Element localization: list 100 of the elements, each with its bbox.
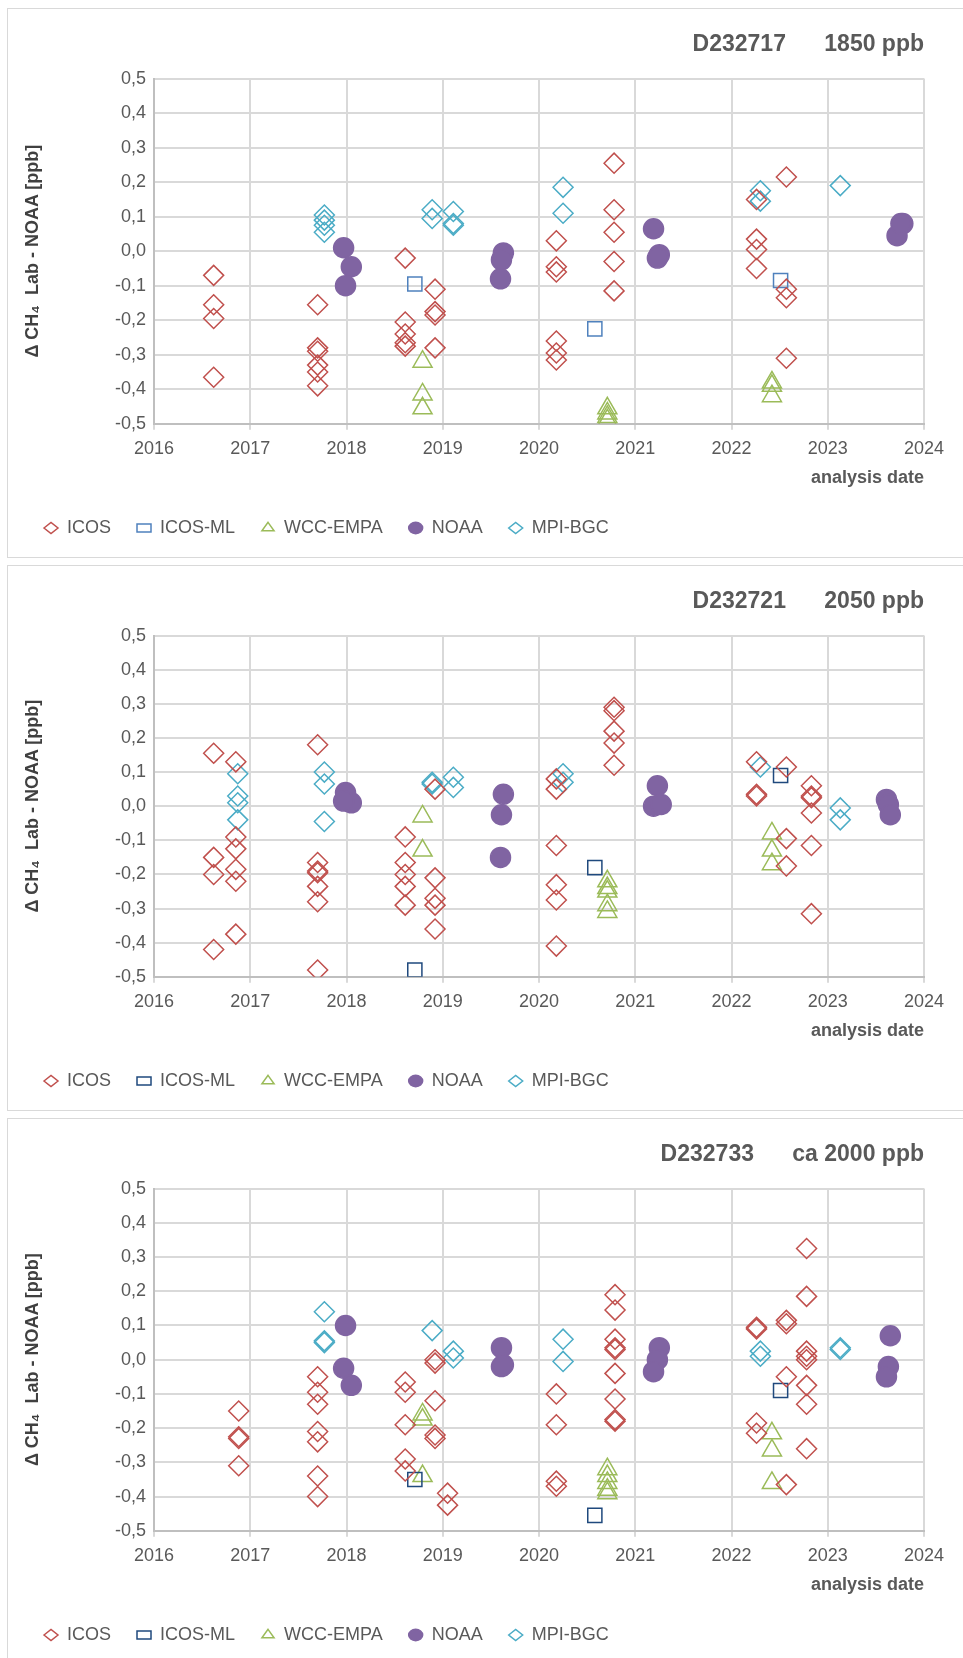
point bbox=[306, 1420, 329, 1443]
point bbox=[306, 959, 329, 977]
point bbox=[306, 734, 329, 756]
point bbox=[749, 1340, 772, 1362]
point bbox=[775, 1473, 798, 1496]
point bbox=[340, 1374, 363, 1397]
point bbox=[334, 274, 357, 297]
point bbox=[545, 778, 568, 800]
point bbox=[225, 870, 247, 893]
y-tick-label: -0,5 bbox=[114, 965, 146, 986]
x-tick-label: 2017 bbox=[230, 990, 271, 1011]
y-axis-title: Δ CH₄ Lab - NOAA [ppb] bbox=[21, 144, 42, 358]
point bbox=[775, 287, 798, 309]
point bbox=[545, 935, 568, 957]
x-tick-label: 2016 bbox=[133, 1544, 175, 1565]
point bbox=[775, 166, 798, 188]
point bbox=[394, 863, 416, 886]
legend-label: MPI-BGC bbox=[531, 1623, 609, 1644]
point bbox=[545, 261, 568, 283]
y-tick-label: 0,1 bbox=[120, 761, 146, 782]
legend-label: ICOS bbox=[67, 1623, 112, 1644]
y-tick-label: -0,3 bbox=[114, 897, 146, 918]
point bbox=[306, 361, 329, 383]
point bbox=[603, 221, 625, 243]
legend-label: MPI-BGC bbox=[531, 516, 609, 537]
point bbox=[202, 938, 225, 961]
legend-label: MPI-BGC bbox=[531, 1069, 609, 1090]
point bbox=[226, 792, 249, 814]
point bbox=[394, 1381, 416, 1403]
point bbox=[394, 1460, 416, 1482]
point bbox=[394, 1448, 416, 1470]
point bbox=[332, 237, 355, 259]
point bbox=[603, 732, 625, 754]
point bbox=[545, 1383, 568, 1405]
point bbox=[587, 321, 603, 337]
point bbox=[226, 785, 249, 807]
legend-label: NOAA bbox=[431, 516, 483, 537]
point bbox=[313, 204, 336, 226]
point bbox=[225, 923, 247, 945]
point bbox=[394, 826, 416, 848]
point bbox=[489, 268, 512, 290]
legend-label: NOAA bbox=[431, 1069, 483, 1090]
point bbox=[313, 761, 336, 783]
y-tick-label: 0,4 bbox=[120, 658, 146, 679]
y-tick-label: 0,2 bbox=[120, 726, 146, 747]
point bbox=[306, 875, 329, 898]
point bbox=[603, 199, 625, 221]
point bbox=[306, 890, 329, 913]
chart-title: D232733 ca 2000 ppb bbox=[660, 1140, 924, 1167]
point bbox=[775, 827, 798, 850]
y-tick-label: 0,5 bbox=[120, 624, 146, 645]
point bbox=[745, 1422, 768, 1445]
y-tick-label: 0,1 bbox=[120, 1314, 146, 1335]
point bbox=[421, 199, 443, 221]
y-tick-label: -0,4 bbox=[114, 378, 146, 399]
x-axis-title: analysis date bbox=[810, 1574, 924, 1595]
point bbox=[800, 834, 823, 857]
point bbox=[313, 214, 336, 237]
point bbox=[424, 867, 446, 889]
point bbox=[442, 1347, 465, 1369]
point bbox=[334, 1314, 357, 1337]
x-tick-label: 2023 bbox=[807, 990, 848, 1011]
point bbox=[545, 889, 568, 911]
x-tick-label: 2018 bbox=[326, 1544, 367, 1565]
point bbox=[225, 838, 247, 860]
y-tick-label: 0,0 bbox=[120, 1348, 146, 1369]
legend-label: ICOS-ML bbox=[160, 516, 236, 537]
point bbox=[545, 873, 568, 896]
x-tick-label: 2018 bbox=[326, 437, 367, 458]
point bbox=[745, 228, 768, 250]
point bbox=[545, 1475, 568, 1498]
point bbox=[604, 1362, 626, 1385]
x-tick-label: 2020 bbox=[518, 1544, 560, 1565]
point bbox=[749, 1345, 772, 1368]
legend-label: NOAA bbox=[431, 1623, 483, 1644]
y-tick-label: 0,0 bbox=[120, 795, 146, 816]
point bbox=[646, 774, 669, 797]
point bbox=[552, 176, 574, 199]
point bbox=[545, 342, 568, 364]
point bbox=[424, 918, 446, 940]
x-tick-label: 2021 bbox=[615, 437, 656, 458]
x-tick-label: 2017 bbox=[230, 1544, 271, 1565]
y-tick-label: -0,1 bbox=[114, 1382, 146, 1403]
point bbox=[490, 803, 513, 826]
point bbox=[306, 1465, 329, 1487]
y-tick-label: 0,5 bbox=[120, 1177, 146, 1198]
point bbox=[545, 255, 568, 278]
legend-label: ICOS bbox=[67, 1069, 112, 1090]
point bbox=[604, 1388, 626, 1410]
y-tick-label: -0,4 bbox=[114, 1485, 146, 1506]
point bbox=[795, 1237, 818, 1260]
point bbox=[800, 902, 823, 925]
x-tick-label: 2024 bbox=[903, 437, 945, 458]
point bbox=[545, 834, 568, 857]
point bbox=[642, 1360, 665, 1383]
y-tick-label: -0,5 bbox=[114, 1519, 146, 1540]
point bbox=[394, 247, 416, 269]
y-tick-label: 0,4 bbox=[120, 1211, 146, 1232]
point bbox=[226, 763, 249, 785]
point bbox=[424, 778, 446, 800]
